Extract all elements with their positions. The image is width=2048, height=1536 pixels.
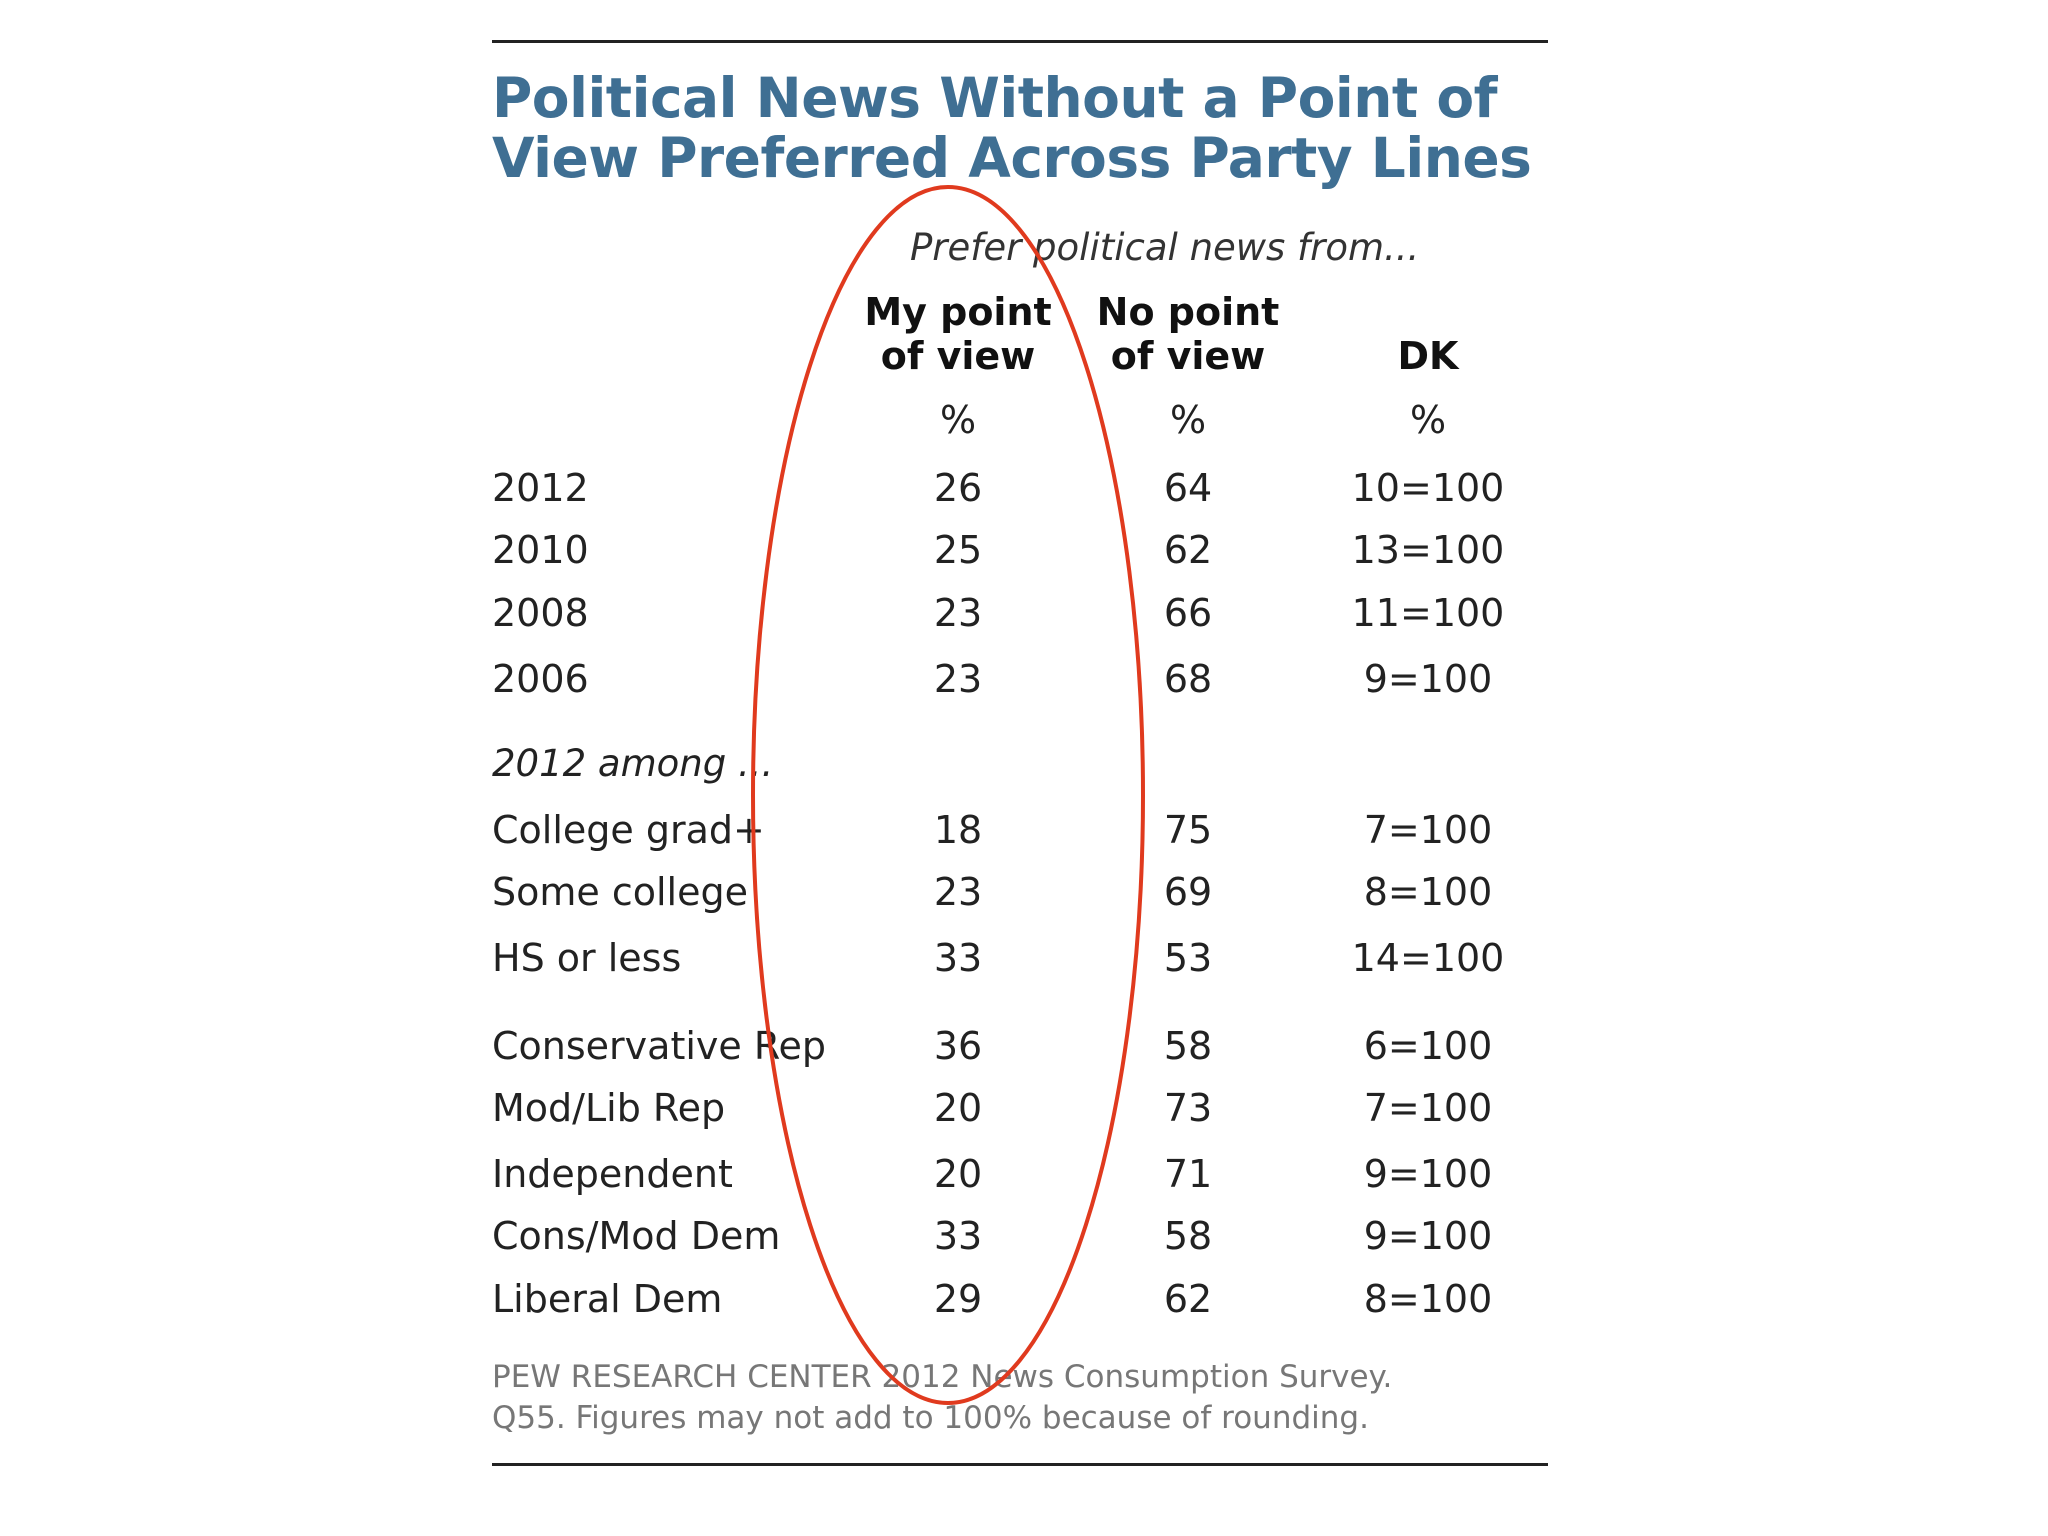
row-label: Cons/Mod Dem — [492, 1214, 781, 1258]
source-note: PEW RESEARCH CENTER 2012 News Consumptio… — [492, 1357, 1392, 1439]
row-label: 2006 — [492, 657, 589, 701]
column-header-line: of view — [1110, 334, 1266, 378]
table-cell: 9=100 — [1363, 1152, 1493, 1196]
table-cell: 6=100 — [1363, 1024, 1493, 1068]
row-label: Conservative Rep — [492, 1024, 827, 1068]
chart-subtitle: Prefer political news from... — [910, 226, 1420, 269]
row-label: Some college — [492, 870, 748, 914]
top-rule — [492, 40, 1548, 43]
column-header-line: of view — [880, 334, 1036, 378]
table-cell: 9=100 — [1363, 657, 1493, 701]
row-label: 2010 — [492, 528, 589, 572]
column-header-dk: DK — [1328, 290, 1528, 378]
table-cell: 58 — [1163, 1214, 1213, 1258]
table-cell: 62 — [1163, 1277, 1213, 1321]
table-cell: 58 — [1163, 1024, 1213, 1068]
table-cell: 62 — [1163, 528, 1213, 572]
table-cell: 23 — [933, 870, 983, 914]
bottom-rule — [492, 1463, 1548, 1466]
table-cell: 33 — [933, 1214, 983, 1258]
table-cell: 23 — [933, 591, 983, 635]
table-cell: 64 — [1163, 466, 1213, 510]
table-cell: 11=100 — [1351, 591, 1505, 635]
column-header-line: DK — [1397, 334, 1459, 378]
row-label: 2012 — [492, 466, 589, 510]
title-line-2: View Preferred Across Party Lines — [492, 126, 1532, 190]
source-line-1: PEW RESEARCH CENTER 2012 News Consumptio… — [492, 1359, 1393, 1395]
table-cell: 20 — [933, 1086, 983, 1130]
table-cell: 23 — [933, 657, 983, 701]
row-label: 2008 — [492, 591, 589, 635]
table-cell: 66 — [1163, 591, 1213, 635]
table-cell: 75 — [1163, 808, 1213, 852]
table-cell: 33 — [933, 936, 983, 980]
table-cell: 53 — [1163, 936, 1213, 980]
table-cell: 36 — [933, 1024, 983, 1068]
row-label: College grad+ — [492, 808, 765, 852]
column-header-my-point-of-view: My point of view — [848, 290, 1068, 378]
row-label: Liberal Dem — [492, 1277, 723, 1321]
table-cell: 26 — [933, 466, 983, 510]
row-label: Mod/Lib Rep — [492, 1086, 726, 1130]
column-header-line — [1328, 290, 1528, 334]
row-label: Independent — [492, 1152, 733, 1196]
table-cell: 14=100 — [1351, 936, 1505, 980]
table-cell: 69 — [1163, 870, 1213, 914]
table-cell: 25 — [933, 528, 983, 572]
title-line-1: Political News Without a Point of — [492, 66, 1498, 130]
column-header-no-point-of-view: No point of view — [1078, 290, 1298, 378]
table-cell: 20 — [933, 1152, 983, 1196]
column-header-line: My point — [864, 290, 1052, 334]
table-cell: 13=100 — [1351, 528, 1505, 572]
table-cell: 8=100 — [1363, 870, 1493, 914]
row-label: HS or less — [492, 936, 682, 980]
table-cell: 9=100 — [1363, 1214, 1493, 1258]
unit-label-col-1: % — [939, 398, 977, 442]
column-header-line: No point — [1096, 290, 1280, 334]
table-cell: 7=100 — [1363, 1086, 1493, 1130]
table-cell: 73 — [1163, 1086, 1213, 1130]
table-cell: 71 — [1163, 1152, 1213, 1196]
source-line-2: Q55. Figures may not add to 100% because… — [492, 1400, 1369, 1436]
unit-label-col-2: % — [1169, 398, 1207, 442]
table-cell: 10=100 — [1351, 466, 1505, 510]
table-cell: 68 — [1163, 657, 1213, 701]
table-cell: 8=100 — [1363, 1277, 1493, 1321]
table-cell: 7=100 — [1363, 808, 1493, 852]
table-cell: 29 — [933, 1277, 983, 1321]
section-label: 2012 among ... — [492, 742, 774, 785]
unit-label-col-3: % — [1409, 398, 1447, 442]
table-cell: 18 — [933, 808, 983, 852]
chart-title: Political News Without a Point of View P… — [492, 68, 1572, 188]
